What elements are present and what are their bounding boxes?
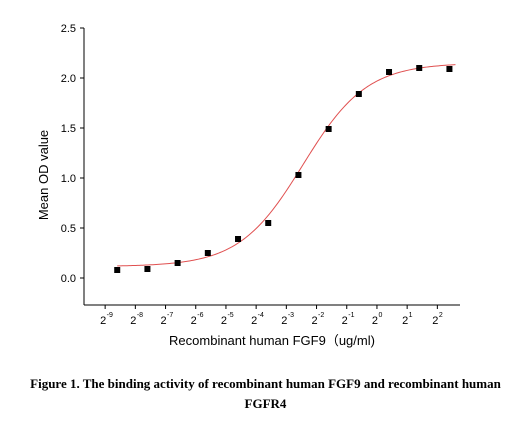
caption-line-1: Figure 1. The binding activity of recomb… [30, 376, 501, 391]
x-tick-label: 2 [130, 315, 136, 327]
x-tick-exponent: 1 [409, 312, 413, 319]
x-tick-exponent: 0 [378, 312, 382, 319]
x-tick-label: 2 [281, 315, 287, 327]
y-ticks: 0.0 0.5 1.0 1.5 2.0 2.5 [61, 23, 84, 285]
x-tick-exponent: -4 [258, 312, 264, 319]
x-tick-exponent: -6 [197, 312, 203, 319]
x-tick-exponent: -5 [227, 312, 233, 319]
y-tick-label: 2.0 [61, 73, 76, 85]
data-point [416, 65, 423, 71]
x-tick-label: 2 [432, 315, 438, 327]
caption-line-2: FGFR4 [244, 396, 287, 411]
x-tick-exponent: -2 [318, 312, 324, 319]
x-ticks: 2 -9 2 -8 2 -7 2 -6 2 -5 2 -4 2 -3 2 -2 2 -1 2 0 2 1 2 2 [100, 305, 443, 327]
y-tick-label: 2.5 [61, 23, 76, 35]
x-tick-label: 2 [100, 315, 106, 327]
fit-curve [117, 64, 456, 267]
figure-caption: Figure 1. The binding activity of recomb… [0, 374, 531, 414]
y-axis-label: Mean OD value [36, 130, 51, 220]
chart: 0.00.51.01.52.02.5 2 -9 2 -8 2 -7 2 -6 2 -5 2 -4 2 -3… [36, 23, 460, 348]
data-point [325, 126, 332, 132]
y-tick-label: 1.5 [61, 123, 76, 135]
x-tick-exponent: -7 [167, 312, 173, 319]
x-tick-label: 2 [221, 315, 227, 327]
x-tick-label: 2 [311, 315, 317, 327]
x-tick-exponent: 2 [439, 312, 443, 319]
x-tick-exponent: -9 [107, 312, 113, 319]
x-tick-label: 2 [160, 315, 166, 327]
data-points [114, 65, 453, 273]
data-point [204, 250, 211, 256]
x-tick-label: 2 [191, 315, 197, 327]
x-tick-exponent: -1 [348, 312, 354, 319]
data-point [355, 91, 362, 97]
x-tick-label: 2 [342, 315, 348, 327]
data-point [386, 69, 393, 75]
data-point [235, 236, 242, 242]
axes [83, 28, 460, 306]
data-point [144, 266, 151, 272]
data-point [174, 260, 181, 266]
y-tick-label: 0.5 [61, 223, 76, 235]
x-tick-label: 2 [251, 315, 257, 327]
x-tick-label: 2 [402, 315, 408, 327]
x-axis-label: Recombinant human FGF9（ug/ml) [169, 333, 375, 348]
x-tick-label: 2 [372, 315, 378, 327]
y-tick-label: 1.0 [61, 173, 76, 185]
x-tick-exponent: -3 [288, 312, 294, 319]
data-point [295, 172, 302, 178]
y-tick-label: 0.0 [61, 273, 76, 285]
data-point [265, 220, 272, 226]
x-tick-exponent: -8 [137, 312, 143, 319]
data-point [114, 267, 121, 273]
data-point [446, 66, 453, 72]
